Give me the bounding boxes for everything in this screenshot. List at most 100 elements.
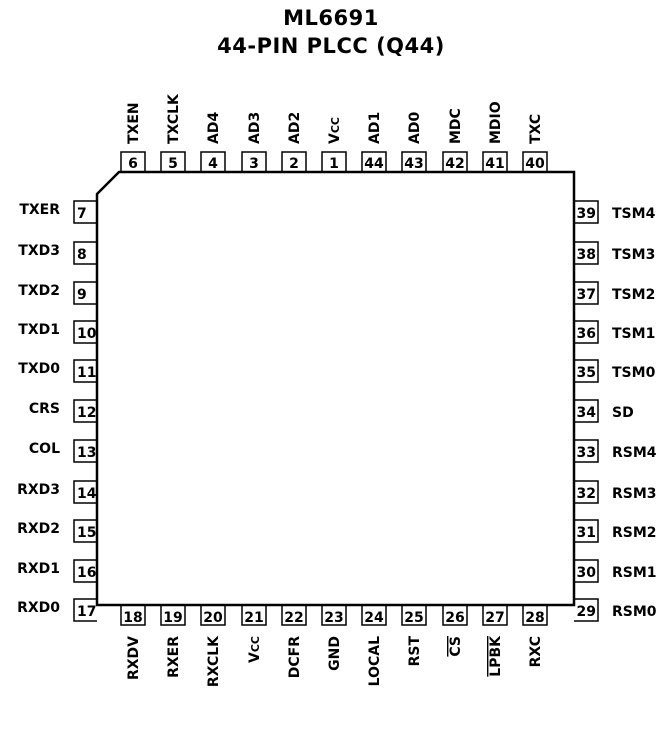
pin-name-label: RXDV <box>126 636 142 680</box>
pin-number-label: 16 <box>77 565 96 581</box>
pin-number-label: 5 <box>168 156 178 172</box>
pin-left-11: 11 TXD0 <box>18 359 97 383</box>
pin-top-6: 6 TXEN <box>120 102 146 172</box>
pin-bottom-25: 25 RST <box>401 605 427 667</box>
pin-box <box>281 605 307 626</box>
pin-name-label: RSM4 <box>612 445 657 461</box>
pin-box <box>73 519 97 543</box>
pin-number-label: 14 <box>77 486 97 502</box>
pin-left-13: 13 COL <box>29 439 97 463</box>
pin-name-label: SD <box>612 405 634 421</box>
pin-name-label: RXER <box>166 636 182 678</box>
pin-bottom-21: 21 VCC <box>241 605 267 663</box>
pin-box <box>200 151 226 172</box>
chip-outline <box>95 170 576 607</box>
pin-box <box>442 605 468 626</box>
pin-name-label: TXCLK <box>166 93 182 144</box>
pin-number-label: 15 <box>77 525 96 541</box>
pin-box <box>574 559 599 583</box>
pin-box <box>73 359 97 383</box>
pin-box <box>73 200 97 224</box>
pin-number-label: 41 <box>485 156 504 172</box>
pin-box <box>522 151 548 172</box>
pin-number-label: 21 <box>244 610 263 626</box>
pin-box <box>321 605 347 626</box>
pin-right-30: 30 RSM1 <box>574 559 657 583</box>
pin-name-label: RXD1 <box>17 561 60 577</box>
pin-box <box>73 320 97 344</box>
pin-left-10: 10 TXD1 <box>18 320 97 344</box>
pin-number-label: 10 <box>77 326 97 342</box>
pin-name-label: MDC <box>448 108 464 144</box>
pin-name-label: CRS <box>29 401 60 417</box>
pin-name-label: RXD0 <box>17 600 60 616</box>
pin-right-29: 29 RSM0 <box>574 598 657 622</box>
pin-name-label: TXC <box>528 114 544 144</box>
pin-box <box>321 151 347 172</box>
pin-number-label: 2 <box>289 156 299 172</box>
pin-name-label: RSM1 <box>612 565 657 581</box>
pin-number-label: 32 <box>577 486 596 502</box>
pin-box <box>120 151 146 172</box>
pin-name-label: RSM3 <box>612 486 657 502</box>
pin-bottom-28: 28 RXC <box>522 605 548 667</box>
pin-number-label: 4 <box>208 156 218 172</box>
pin-box <box>73 439 97 463</box>
pin-left-15: 15 RXD2 <box>17 519 97 543</box>
pin-box <box>522 605 548 626</box>
pin-name-label: DCFR <box>287 636 303 678</box>
pin-top-41: 41 MDIO <box>482 101 508 172</box>
pin-name-label: TXD0 <box>18 361 60 377</box>
pin-box <box>73 399 97 423</box>
pin-name-label: AD3 <box>247 112 263 144</box>
pin-name-label: TXD1 <box>18 322 60 338</box>
pin-name-label: GND <box>327 636 343 671</box>
pins-bottom: 18 RXDV 19 RXER 20 RXCLK 21 VCC 22 DCFR 23 GND 24 LOC… <box>120 605 548 687</box>
pin-name-label: RXCLK <box>206 635 222 687</box>
pin-name-label: TXEN <box>126 102 142 144</box>
pin-bottom-27: 27 LPBK <box>482 605 508 677</box>
pin-box <box>241 151 267 172</box>
pin-name-label: TSM0 <box>612 365 656 381</box>
pin-top-3: 3 AD3 <box>241 112 267 172</box>
pin-name-label: TSM1 <box>612 326 655 342</box>
pin-number-label: 44 <box>364 156 384 172</box>
pin-name-label: AD1 <box>367 112 383 144</box>
chip-title: ML6691 <box>283 6 379 30</box>
pin-right-39: 39 TSM4 <box>574 200 656 224</box>
pin-box <box>574 359 599 383</box>
pin-bottom-20: 20 RXCLK <box>200 605 226 687</box>
pin-box <box>574 519 599 543</box>
pin-number-label: 17 <box>77 604 96 620</box>
pin-right-33: 33 RSM4 <box>574 439 657 463</box>
pin-name-label: TXER <box>19 202 60 218</box>
pin-box <box>281 151 307 172</box>
pin-number-label: 22 <box>284 610 303 626</box>
pin-box <box>200 605 226 626</box>
pin-box <box>574 281 599 305</box>
pin-number-label: 28 <box>525 610 544 626</box>
pin-box <box>482 151 508 172</box>
pin-box <box>442 151 468 172</box>
pin-top-1: 1 VCC <box>321 117 347 172</box>
pin-number-label: 34 <box>577 405 597 421</box>
pin-name-label: RSM0 <box>612 604 657 620</box>
pin-bottom-19: 19 RXER <box>160 605 186 678</box>
pin-top-42: 42 MDC <box>442 108 468 172</box>
pin-number-label: 40 <box>525 156 545 172</box>
pin-box <box>160 605 186 626</box>
pin-number-label: 42 <box>445 156 464 172</box>
pin-name-label: AD0 <box>407 112 423 144</box>
pin-box <box>73 241 97 265</box>
pin-name-label: VCC <box>327 117 343 144</box>
pins-left: 7 TXER 8 TXD3 9 TXD2 10 TXD1 11 TXD0 12 CRS 13 COL 14 R… <box>17 200 97 622</box>
pin-number-label: 43 <box>404 156 423 172</box>
pin-bottom-22: 22 DCFR <box>281 605 307 678</box>
package-subtitle: 44-PIN PLCC (Q44) <box>217 34 445 58</box>
pin-name-label: RST <box>407 636 423 667</box>
pin-name-label: TSM2 <box>612 287 655 303</box>
pin-right-36: 36 TSM1 <box>574 320 655 344</box>
pin-number-label: 18 <box>123 610 142 626</box>
pin-box <box>574 320 599 344</box>
